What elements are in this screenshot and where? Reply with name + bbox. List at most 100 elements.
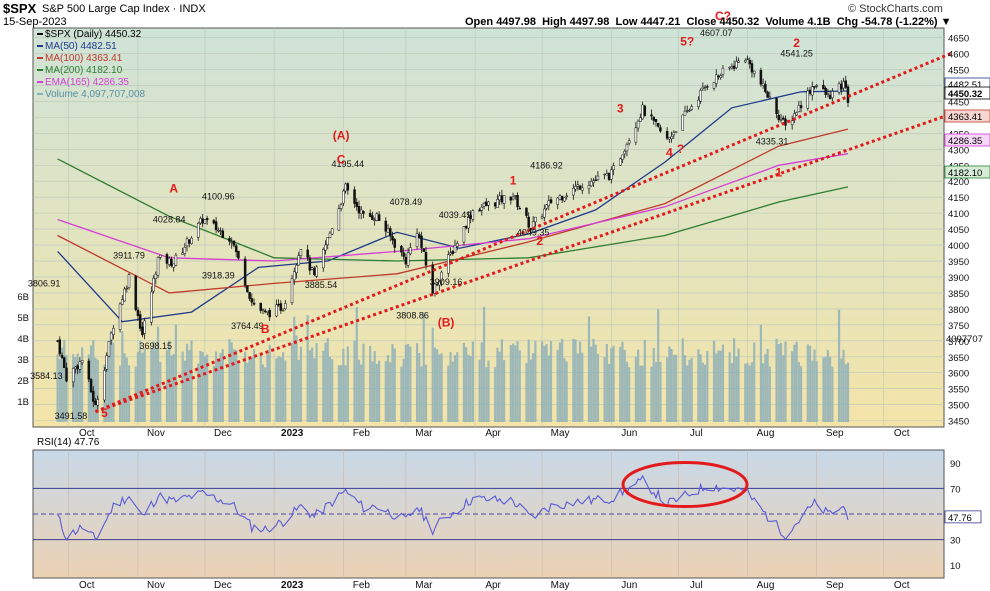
price-annotation: 3491.58 bbox=[55, 411, 88, 421]
price-candle bbox=[78, 361, 82, 370]
price-candle bbox=[368, 213, 372, 217]
price-candle bbox=[150, 291, 153, 323]
volume-bar bbox=[543, 345, 546, 422]
price-annotation: 3918.39 bbox=[202, 271, 235, 281]
price-annotation: 3764.49 bbox=[231, 321, 264, 331]
price-candle bbox=[574, 186, 577, 190]
volume-bar bbox=[715, 353, 718, 422]
legend-label: EMA(165) 4286.35 bbox=[45, 77, 129, 88]
wave-label: 1 bbox=[510, 173, 517, 187]
price-candle bbox=[842, 81, 845, 89]
volume-bar bbox=[393, 348, 396, 422]
volume-bar bbox=[561, 338, 564, 422]
price-candle bbox=[326, 237, 329, 245]
volume-bar bbox=[511, 343, 515, 422]
volume-bar bbox=[337, 365, 340, 422]
price-candle bbox=[596, 175, 600, 180]
volume-bar bbox=[462, 342, 466, 422]
volume-bar bbox=[799, 366, 803, 422]
price-annotation: 4078.49 bbox=[390, 197, 423, 207]
volume-bar bbox=[264, 367, 267, 422]
wave-label: (A) bbox=[333, 129, 350, 143]
price-candle bbox=[373, 219, 376, 222]
volume-bar bbox=[183, 360, 186, 422]
price-candle bbox=[712, 82, 716, 89]
price-candle bbox=[268, 310, 271, 318]
volume-bar bbox=[440, 353, 443, 422]
price-candle bbox=[525, 207, 528, 216]
volume-bar bbox=[478, 359, 481, 422]
price-candle bbox=[357, 205, 361, 214]
y-tick-label: 4450 bbox=[948, 97, 969, 108]
volume-bar bbox=[357, 359, 361, 422]
volume-bar bbox=[415, 343, 419, 422]
legend-swatch bbox=[37, 69, 43, 72]
wave-label: 2 bbox=[793, 36, 800, 50]
volume-bar bbox=[623, 349, 626, 422]
price-candle bbox=[589, 181, 593, 187]
price-candle bbox=[815, 85, 818, 87]
volume-bar bbox=[683, 355, 687, 422]
volume-bar bbox=[578, 341, 582, 422]
volume-bar bbox=[703, 364, 707, 422]
volume-bar bbox=[518, 350, 521, 422]
volume-bar bbox=[837, 309, 841, 422]
volume-bar bbox=[266, 354, 269, 422]
volume-tick-label: 3B bbox=[17, 355, 29, 366]
price-candle bbox=[690, 106, 693, 110]
value-tag bbox=[944, 165, 990, 179]
volume-bar bbox=[500, 339, 503, 422]
price-candle bbox=[313, 268, 316, 276]
volume-bar bbox=[494, 367, 497, 422]
value-tag-label: 4450.32 bbox=[948, 89, 982, 100]
volume-bar bbox=[831, 366, 834, 422]
wave-label: 5? bbox=[680, 35, 694, 49]
price-candle bbox=[779, 119, 783, 121]
volume-bar bbox=[212, 365, 215, 422]
x-tick-label: Feb bbox=[353, 428, 371, 439]
volume-bar bbox=[681, 338, 684, 422]
volume-bar bbox=[509, 345, 512, 422]
price-annotation: 4100.96 bbox=[202, 191, 235, 201]
volume-bar bbox=[206, 354, 209, 422]
x-tick-label: Feb bbox=[353, 580, 371, 591]
volume-bar bbox=[404, 344, 407, 422]
legend-label: MA(200) 4182.10 bbox=[45, 65, 123, 76]
index-title: S&P 500 Large Cap Index bbox=[42, 3, 170, 15]
x-tick-label: Jul bbox=[690, 580, 703, 591]
x-tick-label: Sep bbox=[826, 580, 844, 591]
volume-bar bbox=[590, 346, 593, 422]
volume-label: Volume bbox=[765, 16, 805, 28]
volume-bar bbox=[418, 353, 421, 422]
price-candle bbox=[764, 84, 767, 93]
volume-bar bbox=[306, 315, 309, 422]
volume-bar bbox=[813, 349, 816, 422]
price-candle bbox=[634, 127, 638, 143]
rsi-value-label: 47.76 bbox=[948, 513, 972, 524]
price-candle bbox=[400, 245, 403, 253]
price-candle bbox=[138, 314, 142, 329]
price-candle bbox=[766, 91, 769, 98]
price-candle bbox=[386, 228, 390, 233]
wave-label: 3 bbox=[617, 102, 624, 116]
volume-bar bbox=[659, 361, 662, 422]
volume-bar bbox=[456, 352, 459, 422]
price-candle bbox=[172, 263, 175, 268]
volume-bar bbox=[829, 356, 832, 422]
y-tick-label: 3700 bbox=[948, 337, 969, 348]
price-candle bbox=[752, 70, 756, 74]
ma-line-ema165 bbox=[57, 153, 849, 262]
volume-bar bbox=[496, 347, 499, 422]
price-candle bbox=[190, 237, 193, 244]
price-candle bbox=[652, 116, 655, 121]
volume-bar bbox=[313, 358, 316, 422]
volume-bar bbox=[811, 360, 814, 422]
volume-bar bbox=[650, 366, 653, 422]
volume-bar bbox=[842, 349, 845, 422]
price-candle bbox=[92, 390, 95, 402]
price-candle bbox=[545, 204, 548, 209]
volume-bar bbox=[721, 344, 725, 422]
volume-bar bbox=[532, 353, 535, 422]
volume-bar bbox=[127, 365, 131, 422]
volume-bar bbox=[141, 352, 144, 422]
